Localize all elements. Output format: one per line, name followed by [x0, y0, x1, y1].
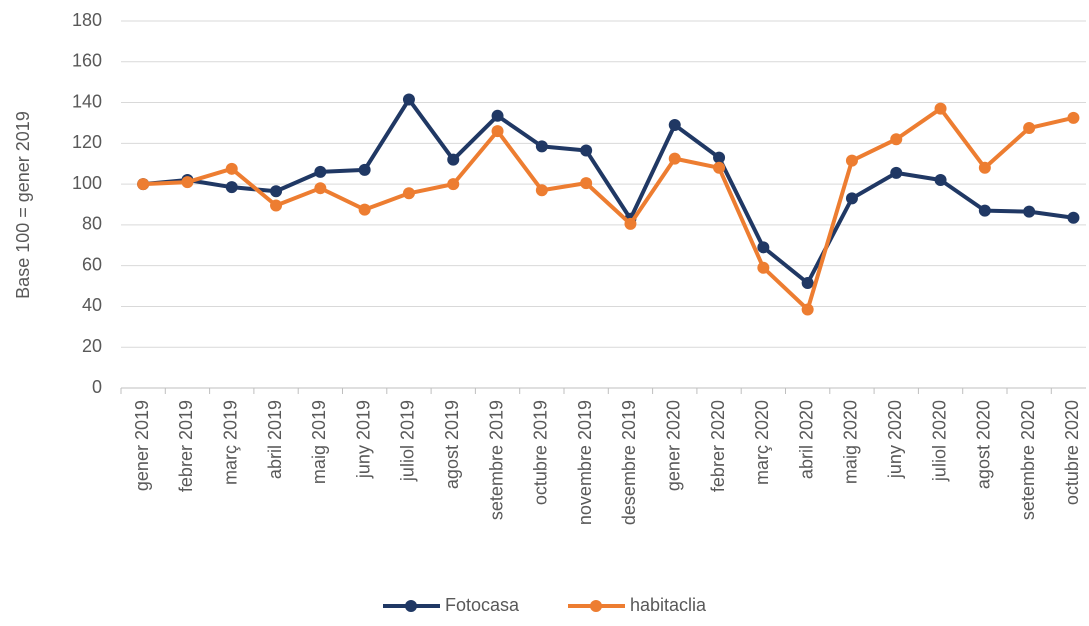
- x-tick-label: febrer 2019: [176, 400, 196, 492]
- x-tick-label: novembre 2019: [575, 400, 595, 525]
- point: [713, 161, 726, 174]
- y-tick-label: 100: [72, 173, 102, 193]
- point: [491, 109, 504, 122]
- y-tick-label: 60: [82, 254, 102, 274]
- y-tick-label: 140: [72, 91, 102, 111]
- point: [757, 241, 770, 254]
- legend-marker: [405, 600, 417, 612]
- point: [358, 203, 371, 216]
- x-tick-label: agost 2019: [442, 400, 462, 489]
- point: [845, 154, 858, 167]
- point: [668, 118, 681, 131]
- y-tick-label: 80: [82, 214, 102, 234]
- x-tick-label: gener 2020: [664, 400, 684, 491]
- x-tick-label: juliol 2020: [929, 400, 949, 482]
- legend-label: habitaclia: [630, 595, 707, 615]
- point: [314, 182, 327, 195]
- point: [624, 217, 637, 230]
- x-tick-label: març 2020: [752, 400, 772, 485]
- point: [1023, 122, 1036, 135]
- point: [668, 152, 681, 165]
- series-line: [142, 97, 1074, 285]
- point: [978, 204, 991, 217]
- x-tick-label: agost 2020: [974, 400, 994, 489]
- point: [801, 303, 814, 316]
- point: [358, 163, 371, 176]
- point: [1023, 205, 1036, 218]
- point: [270, 185, 283, 198]
- y-tick-label: 160: [72, 51, 102, 71]
- point: [1067, 111, 1080, 124]
- point: [314, 165, 327, 178]
- x-tick-label: desembre 2019: [619, 400, 639, 525]
- x-tick-label: juny 2020: [885, 400, 905, 479]
- legend-label: Fotocasa: [445, 595, 520, 615]
- point: [757, 261, 770, 274]
- x-tick-label: juliol 2019: [398, 400, 418, 482]
- point: [270, 199, 283, 212]
- y-axis-label: Base 100 = gener 2019: [13, 111, 33, 299]
- point: [801, 276, 814, 289]
- point: [1067, 211, 1080, 224]
- point: [137, 178, 150, 191]
- point: [535, 140, 548, 153]
- point: [535, 184, 548, 197]
- series-line: [143, 106, 1074, 312]
- x-tick-label: maig 2019: [309, 400, 329, 484]
- x-tick-label: abril 2019: [265, 400, 285, 479]
- y-tick-label: 0: [92, 377, 102, 397]
- y-tick-label: 180: [72, 10, 102, 30]
- x-tick-label: gener 2019: [132, 400, 152, 491]
- y-tick-label: 20: [82, 336, 102, 356]
- point: [890, 133, 903, 146]
- point: [934, 102, 947, 115]
- point: [580, 177, 593, 190]
- point: [978, 161, 991, 174]
- x-tick-label: febrer 2020: [708, 400, 728, 492]
- y-tick-label: 120: [72, 132, 102, 152]
- point: [580, 144, 593, 157]
- point: [890, 166, 903, 179]
- x-tick-label: juny 2019: [353, 400, 373, 479]
- point: [491, 125, 504, 138]
- x-tick-label: octubre 2019: [531, 400, 551, 505]
- x-tick-label: setembre 2019: [486, 400, 506, 520]
- point: [402, 93, 415, 106]
- point: [447, 178, 460, 191]
- x-tick-label: setembre 2020: [1018, 400, 1038, 520]
- x-tick-label: octubre 2020: [1062, 400, 1082, 505]
- point: [713, 151, 726, 164]
- point: [225, 162, 238, 175]
- point: [225, 181, 238, 194]
- point: [402, 187, 415, 200]
- legend-marker: [590, 600, 602, 612]
- x-tick-label: abril 2020: [796, 400, 816, 479]
- point: [447, 153, 460, 166]
- point: [934, 174, 947, 187]
- point: [181, 176, 194, 189]
- y-tick-label: 40: [82, 295, 102, 315]
- point: [845, 192, 858, 205]
- x-tick-label: maig 2020: [841, 400, 861, 484]
- x-tick-label: març 2019: [221, 400, 241, 485]
